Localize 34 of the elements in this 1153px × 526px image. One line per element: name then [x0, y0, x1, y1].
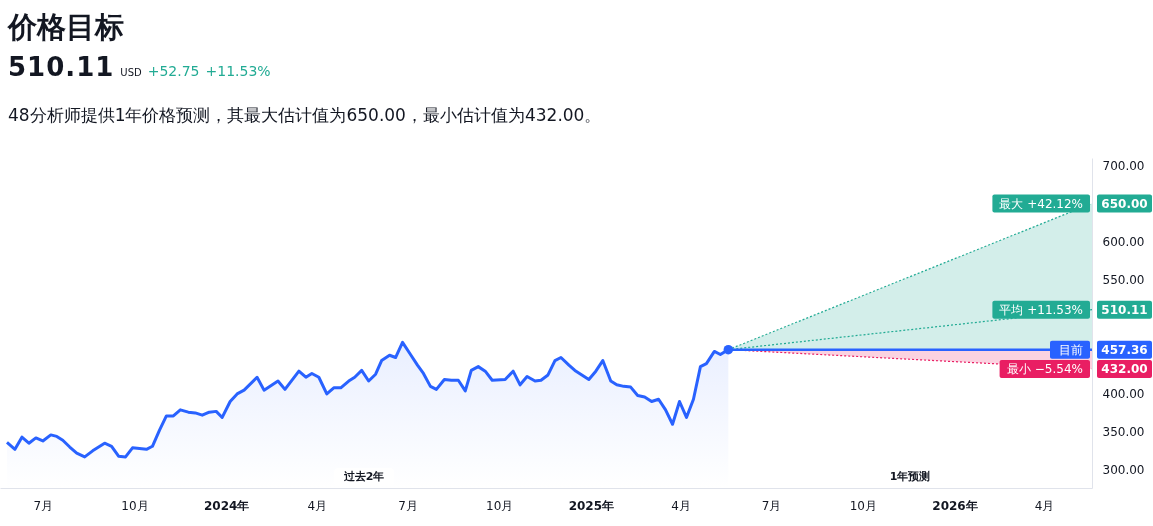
x-tick-label: 7月 [761, 498, 782, 513]
data-label: 457.36 [1101, 342, 1148, 357]
x-tick-label: 2026年 [932, 498, 978, 513]
x-tick-label: 4月 [1034, 498, 1055, 513]
annotation: 1年预测 [889, 470, 931, 483]
data-label: 432.00 [1101, 361, 1148, 376]
x-tick-label: 10月 [849, 498, 877, 513]
chart-subtitle: 510.11 [8, 52, 115, 82]
x-tick-label: 10月 [121, 498, 149, 513]
chart-title: 价格目标 [8, 9, 124, 46]
legend-label: 目前 [1059, 342, 1083, 357]
annotation: 过去2年 [342, 470, 385, 483]
y-tick-label: 400.00 [1102, 386, 1145, 401]
data-label: 650.00 [1101, 196, 1148, 211]
text: +52.75 [147, 63, 200, 79]
x-tick-label: 10月 [486, 498, 514, 513]
y-tick-label: 300.00 [1102, 462, 1145, 477]
y-tick-label: 550.00 [1102, 272, 1145, 287]
x-tick-label: 7月 [33, 498, 54, 513]
text: +11.53% [205, 63, 271, 79]
data-label: 510.11 [1101, 302, 1148, 317]
x-tick-label: 2025年 [568, 498, 615, 513]
legend-label: 最大 +42.12% [999, 196, 1083, 211]
text: 48分析师提供1年价格预测，其最大估计值为650.00，最小估计值为432.00。 [8, 104, 602, 127]
x-tick-label: 4月 [671, 498, 691, 513]
x-tick-label: 2024年 [203, 498, 250, 513]
legend-label: 最小 −5.54% [1007, 361, 1083, 376]
x-tick-label: 4月 [307, 498, 328, 513]
y-tick-label: 600.00 [1102, 234, 1145, 249]
legend-label: 平均 +11.53% [999, 302, 1083, 317]
y-tick-label: 700.00 [1102, 159, 1145, 174]
text: USD [120, 67, 142, 78]
x-tick-label: 7月 [398, 498, 418, 513]
y-tick-label: 350.00 [1102, 424, 1145, 439]
